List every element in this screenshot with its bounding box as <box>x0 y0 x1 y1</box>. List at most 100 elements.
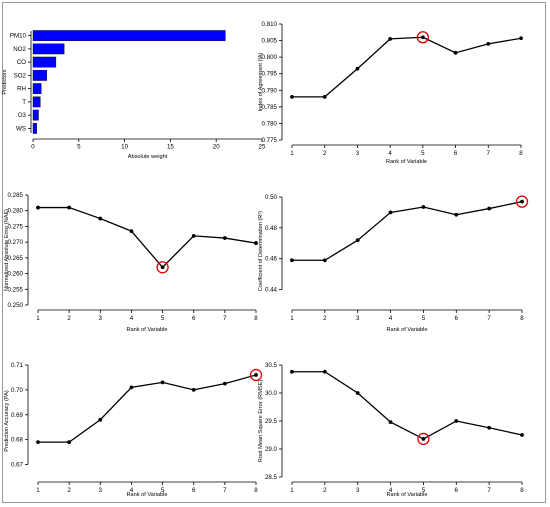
y-tick-label: 0.810 <box>262 21 278 28</box>
x-tick-label: 2 <box>67 315 71 322</box>
series-line <box>292 36 522 98</box>
highlight-circle <box>249 368 263 382</box>
y-tick-label: CO <box>17 59 26 66</box>
data-point <box>254 373 258 377</box>
data-point <box>487 206 492 211</box>
y-axis-label: Root Mean Square Error (RMSE) <box>258 380 264 463</box>
x-tick-label: 5 <box>422 487 426 494</box>
x-tick-label: 1 <box>290 150 294 157</box>
x-tick-label: 6 <box>455 315 459 322</box>
y-tick-label: 0.775 <box>262 137 278 144</box>
data-point <box>388 37 393 41</box>
x-tick-label: 7 <box>223 487 227 494</box>
y-tick-label: 0.44 <box>265 287 278 294</box>
data-point <box>519 36 523 41</box>
bar-pm10 <box>32 30 226 41</box>
x-tick-label: 1 <box>290 315 294 322</box>
x-tick-label: 4 <box>389 487 393 494</box>
x-tick-label: 4 <box>130 315 134 322</box>
chart-panel-6: 28.5 29.0 29.5 30.0 30.5 1 2 3 4 5 6 7 8 Rank of Vari… <box>258 362 524 498</box>
y-tick-label: 0.265 <box>8 255 24 262</box>
y-tick-label: 0.70 <box>11 387 24 394</box>
x-tick-label: 2 <box>323 150 327 157</box>
y-tick-label: 30.5 <box>265 362 278 369</box>
data-point <box>520 199 524 204</box>
data-point <box>129 229 134 234</box>
x-tick-label: 8 <box>520 487 524 494</box>
highlight-circle <box>416 31 430 44</box>
data-point <box>129 385 134 390</box>
data-point <box>486 41 491 46</box>
y-tick-label: 0.285 <box>8 192 24 199</box>
data-point <box>421 205 426 209</box>
x-tick-label: 1 <box>36 487 40 494</box>
x-tick-label: 3 <box>356 315 360 322</box>
data-point <box>67 440 72 445</box>
y-tick-label: 0.270 <box>8 239 24 246</box>
y-axis-label: Coefficient of Determination (R²) <box>258 211 264 291</box>
x-tick-label: 8 <box>520 315 524 322</box>
data-point <box>222 381 227 386</box>
highlight-circle <box>417 432 430 446</box>
bar-rh <box>32 83 42 94</box>
data-point <box>453 50 458 55</box>
x-tick-label: 25 <box>259 144 266 151</box>
data-point <box>222 236 227 240</box>
data-point <box>355 66 360 71</box>
y-tick-label: 0.280 <box>8 208 24 215</box>
x-tick-label: 10 <box>121 144 128 151</box>
data-point <box>322 369 327 374</box>
chart-panel-1: WS O3 T RH SO2 CO NO2 PM10 0 5 10 15 20 25 Absolute we… <box>2 30 266 160</box>
data-point <box>98 216 103 221</box>
chart-panel-3: 0.250 0.255 0.260 0.265 0.270 0.275 0.280 0.285… <box>4 192 258 333</box>
x-tick-label: 7 <box>487 315 491 322</box>
x-tick-label: 7 <box>223 315 227 322</box>
y-tick-label: 0.805 <box>262 38 278 45</box>
highlight-circle <box>515 195 529 208</box>
y-tick-label: 0.68 <box>11 437 24 444</box>
x-tick-label: 4 <box>389 315 393 322</box>
x-tick-label: 8 <box>519 150 523 157</box>
y-tick-label: 0.275 <box>8 223 24 230</box>
x-tick-label: 3 <box>99 315 103 322</box>
data-point <box>191 387 196 392</box>
data-point <box>67 205 72 210</box>
x-tick-label: 0 <box>31 144 35 151</box>
y-tick-label: PM10 <box>10 33 27 40</box>
bar-so2 <box>32 70 47 81</box>
y-tick-label: 0.255 <box>8 286 24 293</box>
series-line <box>38 374 257 443</box>
data-point <box>421 437 426 441</box>
y-tick-label: 0.46 <box>265 256 278 263</box>
x-tick-label: 5 <box>77 144 81 151</box>
data-point <box>388 210 393 215</box>
y-tick-label: 0.67 <box>11 462 24 469</box>
y-axis-label: Index of Agreement (IA) <box>258 52 264 111</box>
x-tick-label: 8 <box>254 487 258 494</box>
data-point <box>388 420 393 425</box>
x-tick-label: 7 <box>487 150 491 157</box>
y-tick-label: 0.48 <box>265 225 278 232</box>
x-tick-label: 1 <box>36 315 40 322</box>
x-axis-label: Rank of Variable <box>387 327 428 333</box>
y-tick-label: 30.0 <box>265 390 278 397</box>
data-point <box>290 258 294 263</box>
data-point <box>322 258 327 263</box>
x-tick-label: 5 <box>161 487 165 494</box>
x-tick-label: 8 <box>254 315 258 322</box>
data-point <box>160 380 165 385</box>
bar-co <box>32 56 57 68</box>
bar-no2 <box>32 43 65 55</box>
chart-panel-2: 0.775 0.780 0.785 0.790 0.795 0.800 0.805 0.810… <box>258 21 523 165</box>
y-tick-label: 0.795 <box>262 71 278 78</box>
y-axis-label: Predictors <box>2 69 8 94</box>
chart-panel-4: 0.44 0.46 0.48 0.50 1 2 3 4 5 6 7 8 Rank of Variable… <box>258 194 529 333</box>
data-point <box>160 265 165 270</box>
x-tick-label: 5 <box>422 315 426 322</box>
x-tick-label: 4 <box>130 487 134 494</box>
data-point <box>191 233 196 238</box>
series-line <box>292 200 523 261</box>
bar-ws <box>32 123 37 134</box>
y-tick-label: 0.790 <box>262 87 278 94</box>
